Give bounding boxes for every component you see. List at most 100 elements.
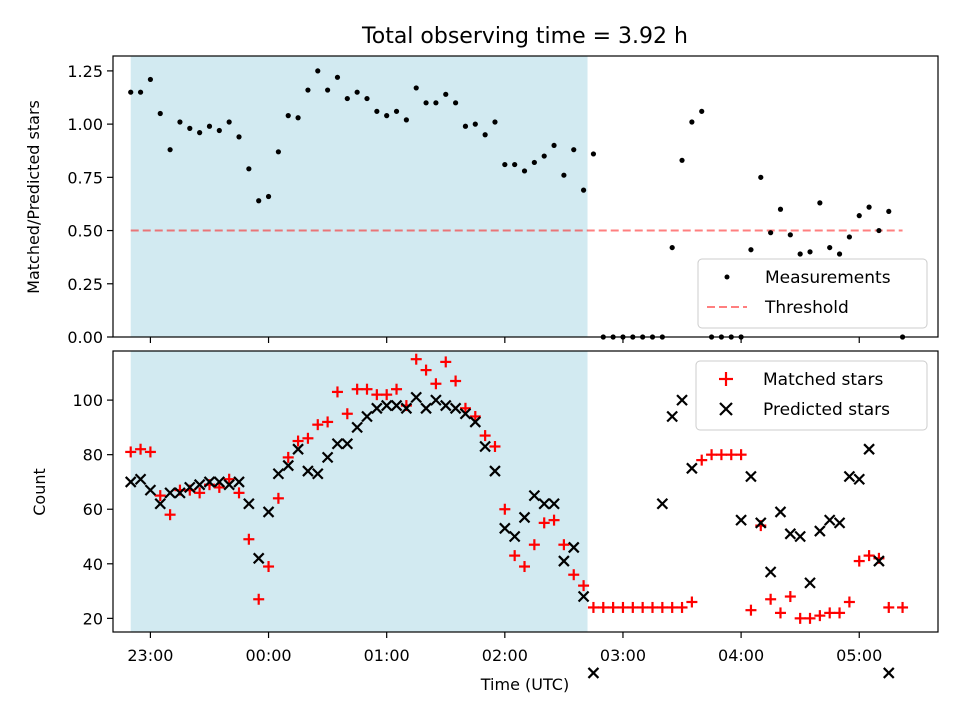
- matched-star-point: [696, 454, 708, 466]
- measurement-point: [206, 123, 213, 129]
- matched-star-point: [125, 446, 137, 458]
- predicted-star-point: [410, 391, 422, 404]
- bottom-x-tick-label: 00:00: [245, 646, 291, 665]
- top-legend-box: [697, 258, 928, 329]
- bottom-legend-box: [695, 360, 928, 431]
- measurement-point: [344, 95, 350, 102]
- predicted-star-point: [449, 402, 462, 415]
- measurement-point: [216, 127, 222, 134]
- matched-star-point: [824, 607, 836, 619]
- matched-star-point: [272, 492, 284, 504]
- predicted-star-point: [184, 481, 196, 494]
- bottom-legend: Matched stars Predicted stars: [695, 360, 928, 431]
- matched-star-point: [440, 356, 452, 368]
- measurement-point: [571, 147, 577, 153]
- bottom-shaded-region: [130, 351, 588, 632]
- matched-star-point: [666, 601, 678, 613]
- measurement-point: [246, 166, 252, 172]
- legend-predicted-label: Predicted stars: [763, 400, 890, 420]
- measurement-point: [590, 151, 597, 157]
- measurement-point: [187, 125, 193, 131]
- predicted-star-point: [233, 476, 245, 488]
- matched-star-point: [814, 610, 826, 622]
- matched-star-point: [745, 604, 757, 616]
- matched-star-point: [331, 386, 343, 398]
- matched-star-point: [371, 389, 383, 401]
- chart-title: Total observing time = 3.92 h: [361, 24, 688, 49]
- matched-star-point: [804, 612, 816, 624]
- measurement-point: [669, 244, 675, 251]
- measurement-point: [305, 87, 311, 93]
- predicted-star-point: [321, 451, 334, 464]
- legend-predicted-marker: [719, 402, 733, 416]
- predicted-star-point: [400, 402, 413, 415]
- predicted-star-point: [302, 465, 314, 477]
- bottom-x-tick-label: 01:00: [364, 646, 410, 665]
- predicted-star-point: [439, 399, 452, 412]
- matched-star-point: [686, 596, 698, 608]
- measurement-point: [492, 119, 498, 125]
- predicted-star-point: [843, 470, 856, 483]
- predicted-star-point: [548, 497, 560, 510]
- measurement-point: [433, 100, 439, 106]
- predicted-star-point: [479, 440, 491, 453]
- matched-star-point: [843, 596, 855, 608]
- predicted-star-point: [873, 555, 885, 567]
- matched-star-point: [469, 410, 481, 422]
- bottom-y-tick-label: 20: [83, 609, 103, 628]
- predicted-star-point: [774, 506, 787, 518]
- matched-star-point: [587, 601, 599, 613]
- predicted-star-point: [528, 489, 541, 502]
- top-y-tick-label: 0.00: [67, 328, 103, 347]
- measurement-point: [128, 89, 134, 95]
- measurement-point: [836, 251, 843, 257]
- measurement-point: [768, 230, 774, 236]
- matched-star-point: [627, 601, 639, 613]
- measurement-point: [137, 89, 144, 95]
- predicted-star-point: [794, 530, 806, 543]
- predicted-star-point: [243, 497, 255, 510]
- matched-star-point: [223, 473, 235, 485]
- matched-star-point: [528, 539, 540, 551]
- predicted-star-point: [213, 476, 226, 488]
- predicted-star-point: [262, 506, 275, 518]
- measurement-point: [777, 206, 784, 212]
- matched-star-point: [450, 375, 462, 387]
- matched-star-point: [341, 408, 353, 420]
- measurement-point: [364, 95, 370, 102]
- measurement-point: [817, 200, 823, 206]
- matched-star-point: [420, 364, 432, 376]
- predicted-star-point: [538, 497, 550, 510]
- bottom-axes-frame: [112, 350, 939, 633]
- measurement-point: [354, 89, 360, 95]
- predicted-star-point: [124, 476, 137, 488]
- bottom-y-tick-label: 40: [83, 555, 103, 574]
- legend-matched-label: Matched stars: [763, 370, 883, 390]
- predicted-star-point: [833, 517, 846, 529]
- matched-star-point: [479, 430, 491, 442]
- predicted-star-point: [656, 497, 669, 510]
- measurement-point: [748, 247, 754, 253]
- matched-star-point: [883, 601, 895, 613]
- measurement-point: [689, 119, 695, 125]
- measurement-point: [453, 100, 459, 106]
- bottom-ticks: 20 40 60 80 100 23:00 00:00 01:00 02:00 03:00 04:0…: [72, 391, 882, 665]
- bottom-axes: 20 40 60 80 100 23:00 00:00 01:00 02:00 03:00 04:0…: [30, 350, 939, 694]
- measurement-point: [197, 130, 203, 136]
- matched-star-point: [322, 416, 334, 428]
- predicted-star-point: [203, 476, 216, 488]
- matched-star-point: [144, 446, 156, 458]
- matched-star-point: [676, 601, 688, 613]
- bottom-x-tick-label: 05:00: [836, 646, 882, 665]
- predicted-star-point: [282, 459, 295, 472]
- matched-star-point: [233, 487, 245, 499]
- measurement-point: [531, 159, 537, 166]
- matched-star-point: [715, 449, 727, 461]
- x-axis-label: Time (UTC): [480, 675, 569, 694]
- top-measurement-points: [128, 68, 906, 340]
- predicted-star-point: [676, 394, 688, 406]
- measurement-point: [521, 168, 528, 174]
- predicted-star-point: [882, 667, 895, 679]
- predicted-star-point: [380, 399, 393, 412]
- measurement-point: [157, 110, 163, 117]
